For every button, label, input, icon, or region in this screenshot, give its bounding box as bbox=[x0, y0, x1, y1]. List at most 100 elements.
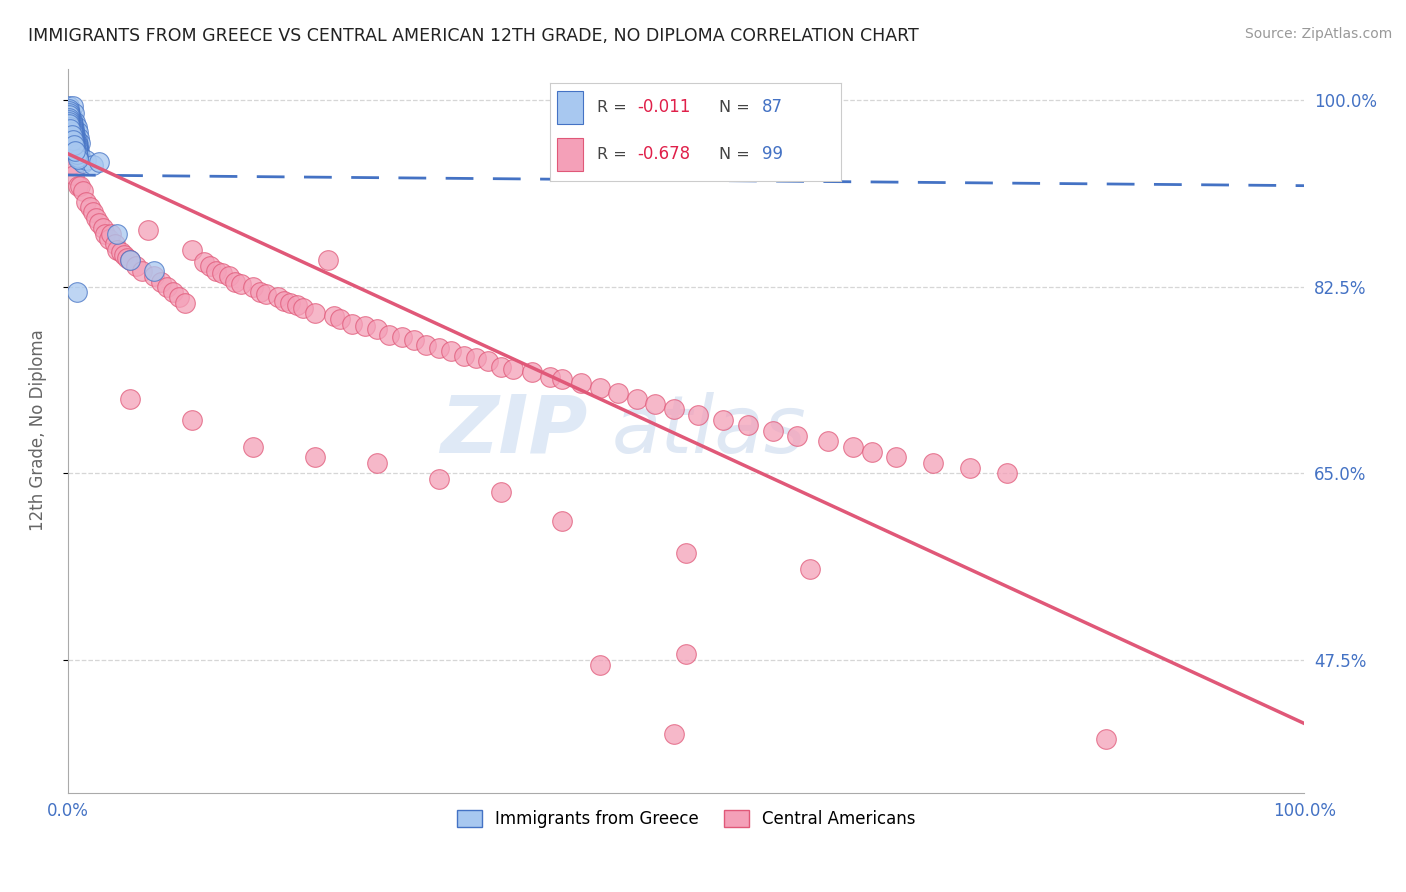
Point bbox=[60, 112, 83, 127]
Point bbox=[63, 129, 86, 144]
Point bbox=[69, 136, 91, 150]
Point bbox=[254, 287, 277, 301]
Point bbox=[65, 139, 87, 153]
Point bbox=[58, 106, 80, 120]
Point bbox=[477, 354, 499, 368]
Point bbox=[58, 102, 80, 116]
Point bbox=[242, 440, 264, 454]
Point bbox=[69, 152, 91, 166]
Point bbox=[342, 317, 364, 331]
Point bbox=[94, 227, 117, 241]
Point bbox=[115, 251, 138, 265]
Point bbox=[67, 144, 90, 158]
Point bbox=[67, 146, 90, 161]
Point bbox=[112, 248, 135, 262]
Point bbox=[860, 445, 883, 459]
Point bbox=[131, 264, 153, 278]
Point bbox=[60, 128, 83, 142]
Point bbox=[291, 301, 314, 315]
Point bbox=[62, 122, 84, 136]
Point bbox=[58, 104, 80, 119]
Point bbox=[65, 137, 87, 152]
Point bbox=[817, 434, 839, 449]
Point bbox=[58, 112, 80, 127]
Point bbox=[304, 306, 326, 320]
Point bbox=[366, 456, 388, 470]
Point bbox=[66, 125, 89, 139]
Point bbox=[63, 122, 86, 136]
Point bbox=[65, 135, 87, 149]
Point bbox=[62, 99, 84, 113]
Point bbox=[329, 311, 352, 326]
Point bbox=[322, 309, 344, 323]
Point bbox=[688, 408, 710, 422]
Point bbox=[60, 157, 83, 171]
Point bbox=[65, 138, 87, 153]
Point bbox=[66, 145, 89, 160]
Point bbox=[58, 146, 80, 161]
Point bbox=[65, 133, 87, 147]
Point bbox=[218, 269, 240, 284]
Point bbox=[551, 514, 574, 528]
Point bbox=[156, 280, 179, 294]
Point bbox=[125, 259, 148, 273]
Point bbox=[149, 275, 172, 289]
Point bbox=[62, 133, 84, 147]
Point bbox=[59, 122, 82, 136]
Point bbox=[59, 120, 82, 134]
Legend: Immigrants from Greece, Central Americans: Immigrants from Greece, Central American… bbox=[450, 804, 922, 835]
Point bbox=[167, 290, 190, 304]
Point bbox=[211, 266, 233, 280]
Point bbox=[66, 144, 89, 158]
Point bbox=[675, 546, 697, 560]
Point bbox=[922, 456, 945, 470]
Point bbox=[662, 402, 685, 417]
Point bbox=[59, 104, 82, 119]
Point bbox=[786, 429, 808, 443]
Point bbox=[464, 351, 486, 366]
Point bbox=[58, 115, 80, 129]
Point bbox=[711, 413, 734, 427]
Point bbox=[60, 121, 83, 136]
Point bbox=[65, 120, 87, 134]
Point bbox=[538, 370, 561, 384]
Point bbox=[58, 108, 80, 122]
Point bbox=[59, 113, 82, 128]
Point bbox=[67, 149, 90, 163]
Point bbox=[353, 319, 375, 334]
Point bbox=[316, 253, 339, 268]
Point bbox=[62, 127, 84, 141]
Point bbox=[588, 381, 610, 395]
Point bbox=[366, 322, 388, 336]
Point bbox=[67, 151, 90, 165]
Point bbox=[65, 146, 87, 161]
Point bbox=[136, 223, 159, 237]
Point bbox=[86, 211, 108, 225]
Point bbox=[60, 123, 83, 137]
Point bbox=[97, 232, 120, 246]
Point bbox=[65, 285, 87, 300]
Point bbox=[118, 392, 141, 406]
Point bbox=[60, 110, 83, 124]
Point bbox=[143, 269, 166, 284]
Point bbox=[62, 120, 84, 134]
Text: IMMIGRANTS FROM GREECE VS CENTRAL AMERICAN 12TH GRADE, NO DIPLOMA CORRELATION CH: IMMIGRANTS FROM GREECE VS CENTRAL AMERIC… bbox=[28, 27, 920, 45]
Point bbox=[198, 259, 221, 273]
Point bbox=[391, 330, 413, 344]
Point bbox=[59, 116, 82, 130]
Point bbox=[489, 359, 512, 374]
Point bbox=[65, 143, 87, 157]
Point bbox=[762, 424, 785, 438]
Point bbox=[65, 144, 87, 158]
Point bbox=[229, 277, 252, 291]
Point bbox=[205, 264, 228, 278]
Point bbox=[884, 450, 907, 465]
Point bbox=[520, 365, 543, 379]
Point bbox=[65, 128, 87, 142]
Point bbox=[588, 657, 610, 672]
Point bbox=[66, 141, 89, 155]
Point bbox=[82, 205, 104, 219]
Point bbox=[63, 134, 86, 148]
Point bbox=[62, 128, 84, 143]
Point bbox=[66, 148, 89, 162]
